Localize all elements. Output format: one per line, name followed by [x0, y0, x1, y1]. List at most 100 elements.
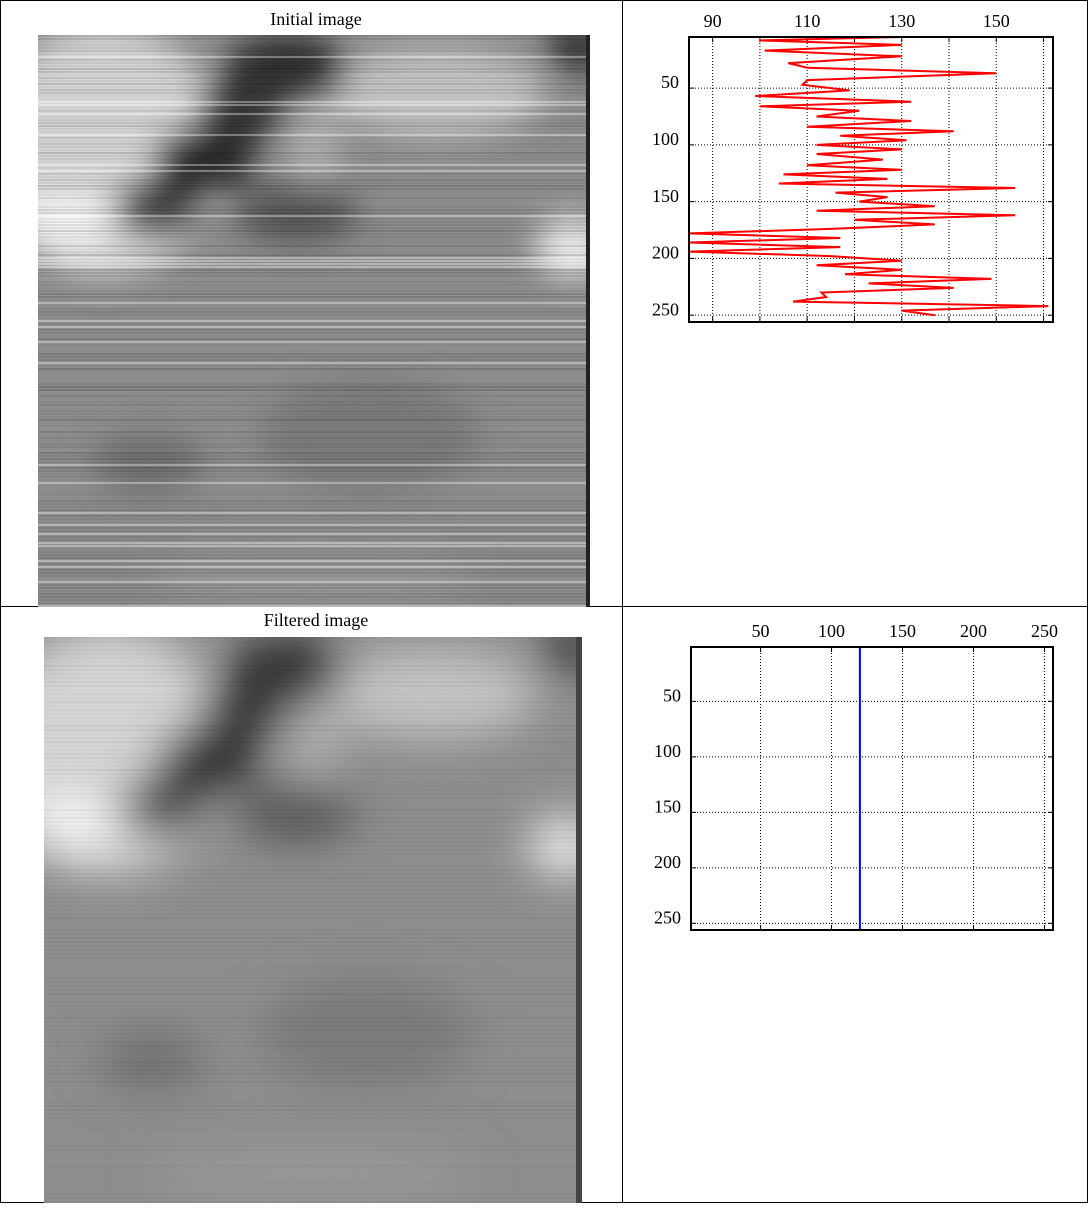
scan-line — [38, 38, 590, 40]
scan-line — [44, 957, 582, 959]
scan-line — [38, 74, 590, 76]
scan-line — [38, 59, 590, 61]
scan-line — [38, 170, 590, 172]
scan-line — [44, 953, 582, 955]
scan-line — [38, 248, 590, 250]
scan-line — [44, 713, 582, 715]
shade — [323, 648, 539, 739]
scan-line — [38, 206, 590, 208]
scan-line — [38, 245, 590, 247]
scan-line — [38, 212, 590, 214]
scan-line — [38, 437, 590, 439]
scan-line — [38, 431, 590, 433]
scan-line — [44, 809, 582, 811]
scan-line — [44, 1017, 582, 1019]
caption: Initial image — [270, 9, 361, 29]
scan-line — [44, 797, 582, 799]
scan-line — [44, 709, 582, 711]
scan-line — [44, 641, 582, 643]
scan-line — [38, 197, 590, 199]
scan-line — [44, 1193, 582, 1195]
shade — [286, 86, 342, 190]
x-tick-label: 200 — [960, 621, 987, 641]
scan-line — [38, 167, 590, 169]
scan-line — [38, 230, 590, 232]
y-tick-label: 200 — [654, 852, 681, 872]
scan-line — [44, 733, 582, 735]
scan-line — [44, 905, 582, 907]
scan-line — [38, 446, 590, 448]
scan-line — [38, 494, 590, 496]
scan-line — [38, 347, 590, 349]
scan-line — [38, 188, 590, 190]
scan-line — [38, 464, 590, 466]
scan-line — [44, 685, 582, 687]
scan-line — [44, 969, 582, 971]
scan-line — [44, 989, 582, 991]
scan-line — [44, 865, 582, 867]
scan-line — [38, 152, 590, 154]
y-tick-label: 100 — [654, 741, 681, 761]
y-tick-label: 250 — [654, 907, 681, 927]
scan-line — [38, 467, 590, 469]
scan-line — [38, 509, 590, 511]
scan-line — [38, 50, 590, 52]
scan-line — [44, 1125, 582, 1127]
scan-line — [44, 913, 582, 915]
shade — [151, 1146, 475, 1203]
scan-line — [38, 368, 590, 370]
scan-line — [38, 428, 590, 430]
scan-line — [44, 753, 582, 755]
y-tick-label: 50 — [661, 72, 679, 92]
scan-line — [38, 578, 590, 580]
scan-line — [44, 1145, 582, 1147]
scan-line — [44, 885, 582, 887]
scan-line — [44, 801, 582, 803]
scan-line — [38, 557, 590, 559]
scan-line — [44, 893, 582, 895]
scan-line — [44, 1037, 582, 1039]
scan-line — [38, 221, 590, 223]
y-tick-label: 150 — [652, 186, 679, 206]
scan-line — [38, 548, 590, 550]
scan-line — [38, 227, 590, 229]
initial-image — [38, 35, 590, 607]
scan-line — [44, 689, 582, 691]
scan-line — [38, 560, 590, 562]
scan-line — [44, 881, 582, 883]
scan-line — [38, 542, 590, 544]
scan-line — [44, 833, 582, 835]
scan-line — [38, 569, 590, 571]
scan-line — [44, 837, 582, 839]
scan-line — [38, 224, 590, 226]
scan-line — [44, 845, 582, 847]
scan-line — [38, 155, 590, 157]
scan-line — [44, 1137, 582, 1139]
scan-line — [38, 371, 590, 373]
scan-line — [38, 134, 590, 136]
scan-line — [44, 805, 582, 807]
scan-line — [38, 86, 590, 88]
scan-line — [44, 889, 582, 891]
scan-line — [38, 458, 590, 460]
scan-line — [44, 1065, 582, 1067]
scan-line — [44, 677, 582, 679]
scan-line — [44, 761, 582, 763]
scan-line — [44, 917, 582, 919]
scan-line — [44, 697, 582, 699]
scan-line — [44, 853, 582, 855]
scan-line — [44, 849, 582, 851]
scan-line — [44, 857, 582, 859]
scan-line — [38, 194, 590, 196]
scan-line — [44, 741, 582, 743]
scan-line — [44, 1097, 582, 1099]
x-tick-label: 100 — [818, 621, 845, 641]
scan-line — [44, 1185, 582, 1187]
scan-line — [38, 362, 590, 364]
scan-line — [44, 909, 582, 911]
scan-line — [38, 419, 590, 421]
scan-line — [44, 921, 582, 923]
scan-line — [44, 665, 582, 667]
scan-line — [44, 653, 582, 655]
scan-line — [38, 320, 590, 322]
